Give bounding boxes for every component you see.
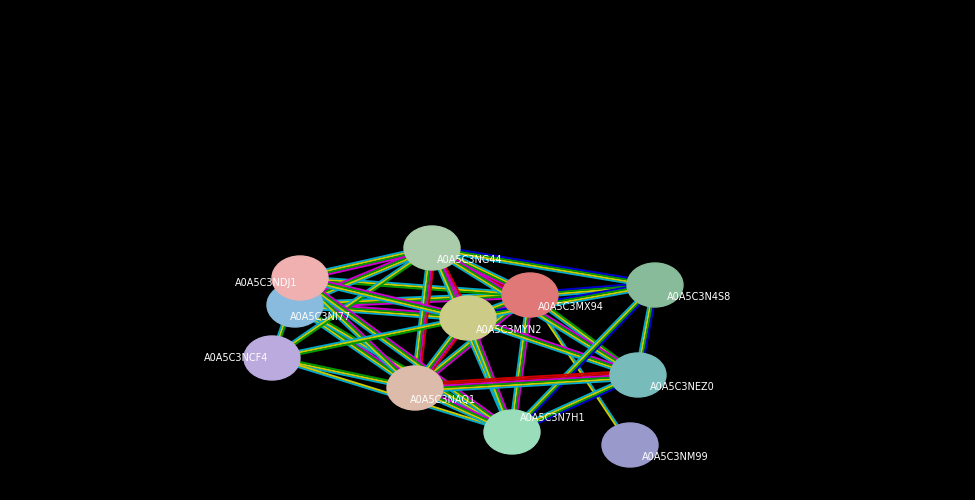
Ellipse shape (484, 410, 540, 454)
Ellipse shape (244, 336, 300, 380)
Ellipse shape (267, 283, 323, 327)
Text: A0A5C3N4S8: A0A5C3N4S8 (667, 292, 731, 302)
Ellipse shape (502, 273, 558, 317)
Text: A0A5C3NI77: A0A5C3NI77 (290, 312, 351, 322)
Text: A0A5C3NG44: A0A5C3NG44 (437, 255, 503, 265)
Text: A0A5C3MYN2: A0A5C3MYN2 (476, 325, 542, 335)
Text: A0A5C3MX94: A0A5C3MX94 (538, 302, 604, 312)
Text: A0A5C3NDJ1: A0A5C3NDJ1 (235, 278, 297, 288)
Ellipse shape (404, 226, 460, 270)
Text: A0A5C3NCF4: A0A5C3NCF4 (204, 353, 268, 363)
Ellipse shape (627, 263, 683, 307)
Ellipse shape (602, 423, 658, 467)
Text: A0A5C3NEZ0: A0A5C3NEZ0 (650, 382, 715, 392)
Text: A0A5C3N7H1: A0A5C3N7H1 (520, 413, 586, 423)
Text: A0A5C3NM99: A0A5C3NM99 (642, 452, 709, 462)
Ellipse shape (610, 353, 666, 397)
Ellipse shape (387, 366, 443, 410)
Ellipse shape (272, 256, 328, 300)
Ellipse shape (440, 296, 496, 340)
Text: A0A5C3NAQ1: A0A5C3NAQ1 (410, 395, 476, 405)
